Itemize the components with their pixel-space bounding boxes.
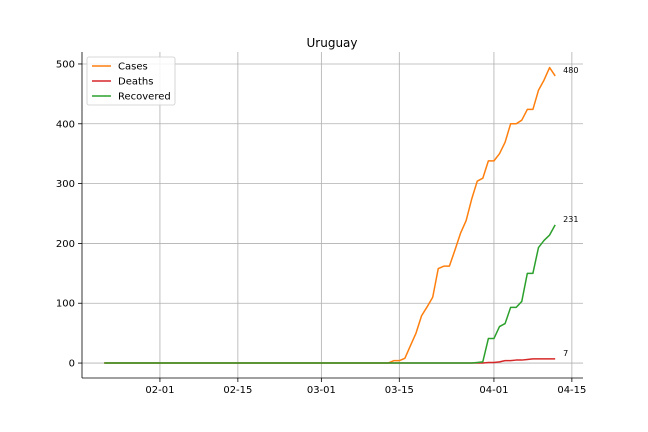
y-tick-label: 300 bbox=[56, 179, 75, 190]
end-label-deaths: 7 bbox=[563, 349, 568, 358]
chart-title: Uruguay bbox=[307, 36, 358, 50]
y-ticks: 0 100 200 300 400 500 bbox=[56, 59, 82, 370]
x-tick-label: 04-01 bbox=[479, 385, 508, 396]
x-tick-label: 02-15 bbox=[223, 385, 252, 396]
x-tick-label: 03-01 bbox=[307, 385, 336, 396]
end-labels: 480 7 231 bbox=[563, 66, 578, 358]
legend-label-deaths: Deaths bbox=[118, 77, 153, 88]
end-label-cases: 480 bbox=[563, 66, 578, 75]
x-ticks: 02-01 02-15 03-01 03-15 04-01 04-15 bbox=[145, 378, 586, 396]
y-tick-label: 200 bbox=[56, 239, 75, 250]
legend: Cases Deaths Recovered bbox=[86, 56, 176, 106]
legend-label-recovered: Recovered bbox=[118, 92, 171, 103]
legend-box bbox=[86, 56, 176, 106]
x-tick-label: 04-15 bbox=[557, 385, 586, 396]
series-line-cases bbox=[104, 66, 556, 364]
end-label-recovered: 231 bbox=[563, 215, 578, 224]
y-tick-label: 0 bbox=[69, 359, 75, 370]
y-tick-label: 500 bbox=[56, 59, 75, 70]
x-tick-label: 03-15 bbox=[385, 385, 414, 396]
legend-label-cases: Cases bbox=[118, 62, 148, 73]
x-tick-label: 02-01 bbox=[145, 385, 174, 396]
y-tick-label: 400 bbox=[56, 119, 75, 130]
series-lines bbox=[104, 66, 556, 364]
series-line-recovered bbox=[104, 224, 556, 364]
y-tick-label: 100 bbox=[56, 299, 75, 310]
axes bbox=[81, 52, 583, 379]
